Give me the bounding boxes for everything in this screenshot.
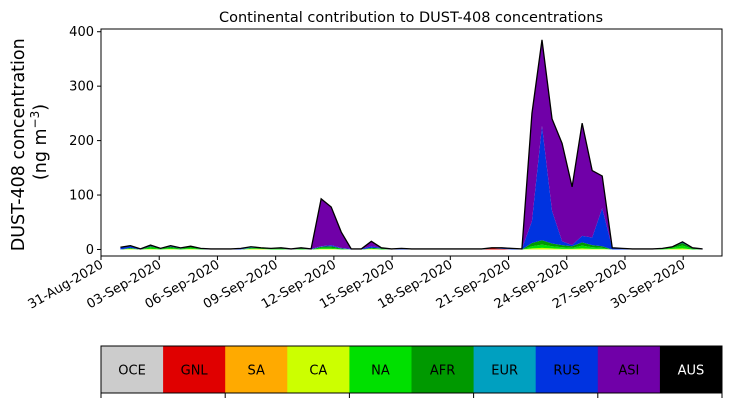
total-line <box>120 39 703 250</box>
legend-label: SA <box>248 364 265 379</box>
legend-swatch-afr <box>411 346 475 393</box>
area-asi <box>120 39 703 249</box>
plot-frame <box>100 28 723 257</box>
plot-area <box>100 28 723 257</box>
y-tick-label: 200 <box>69 134 94 149</box>
y-axis: 0 100 200 300 400 <box>69 25 101 258</box>
legend-label: GNL <box>181 364 209 379</box>
legend-label: NA <box>371 364 390 379</box>
legend-label: OCE <box>118 364 146 379</box>
area-rus <box>120 125 703 250</box>
legend: OCE GNL SA CA NA AFR EUR RUS ASI AUS <box>100 345 723 398</box>
legend-swatch-na <box>349 346 412 393</box>
area-afr <box>120 240 703 250</box>
legend-label: AUS <box>678 364 705 379</box>
y-axis-label-unit: (ng m−3) <box>28 104 51 180</box>
stacked-areas <box>120 39 703 250</box>
legend-frame <box>100 345 723 394</box>
y-axis-label: DUST-408 concentration (ng m−3) <box>9 33 51 252</box>
legend-swatch-oce <box>101 346 164 393</box>
y-tick-label: 300 <box>69 80 94 95</box>
legend-label: ASI <box>618 364 639 379</box>
legend-swatch-ca <box>287 346 350 393</box>
y-tick-label: 400 <box>69 25 94 40</box>
legend-swatch-rus <box>535 346 599 393</box>
y-tick-label: 0 <box>86 243 94 258</box>
legend-swatch-asi <box>597 346 661 393</box>
legend-swatch-sa <box>225 346 288 393</box>
y-axis-label-line1: DUST-408 concentration <box>9 38 29 251</box>
legend-label: CA <box>309 364 327 379</box>
legend-label: AFR <box>430 364 455 379</box>
legend-label: RUS <box>553 364 580 379</box>
chart-title: Continental contribution to DUST-408 con… <box>219 10 603 26</box>
legend-swatch-eur <box>473 346 537 393</box>
legend-swatch-gnl <box>163 346 226 393</box>
y-tick-label: 100 <box>69 189 94 204</box>
area-na <box>120 244 703 250</box>
legend-swatch-aus <box>659 346 723 393</box>
x-axis: 31-Aug-202003-Sep-202006-Sep-202009-Sep-… <box>26 256 688 313</box>
legend-label: EUR <box>491 364 518 379</box>
area-ca <box>120 247 703 250</box>
y-axis-label-exponent: −3 <box>28 111 42 129</box>
